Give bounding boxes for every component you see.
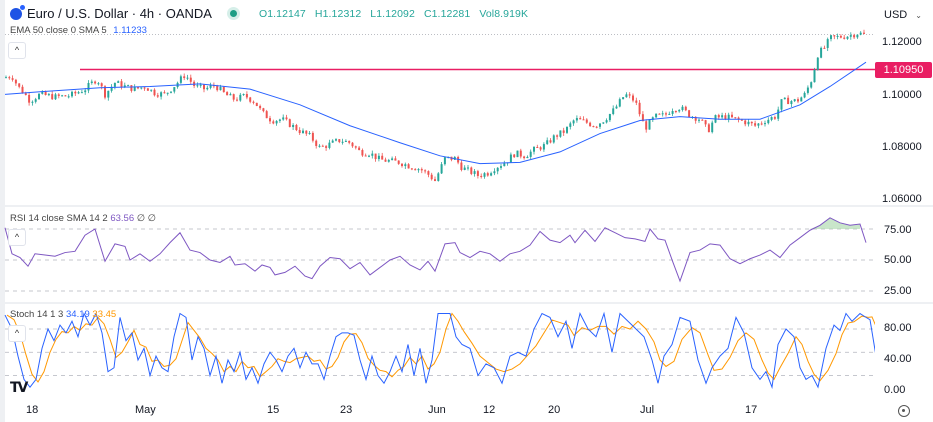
currency-selector[interactable]: USD ⌄ <box>878 5 926 25</box>
rsi-legend-label: RSI 14 close SMA 14 2 <box>10 213 108 224</box>
price-label-3: 1.08000 <box>882 141 922 153</box>
x-label-17: 17 <box>745 404 758 416</box>
rsi-label-25: 25.00 <box>884 285 912 297</box>
stoch-legend[interactable]: Stoch 14 1 3 34.19 33.45 <box>10 309 116 320</box>
collapse-stoch-button[interactable]: ^ <box>8 325 26 342</box>
x-label-18: 18 <box>26 404 39 416</box>
open-value: O1.12147 <box>258 7 306 20</box>
price-label-2: 1.10000 <box>882 89 922 101</box>
pane-divider-rsi[interactable] <box>0 205 933 207</box>
stoch-label-0: 0.00 <box>884 384 906 396</box>
volume-value: Vol8.919K <box>479 7 529 20</box>
x-label-12: 12 <box>483 404 496 416</box>
ema-legend-value: 1.11233 <box>113 25 147 36</box>
collapse-rsi-button[interactable]: ^ <box>8 229 26 246</box>
stoch-k-value: 34.19 <box>66 309 90 320</box>
symbol-title[interactable]: Euro / U.S. Dollar · 4h · OANDA <box>27 6 212 21</box>
price-label-4: 1.06000 <box>882 193 922 205</box>
chevron-down-icon: ⌄ <box>915 10 922 20</box>
left-toolbar-edge <box>0 0 5 422</box>
rsi-legend[interactable]: RSI 14 close SMA 14 2 63.56 ∅ ∅ <box>10 213 156 224</box>
stoch-d-value: 33.45 <box>92 309 117 320</box>
ema-legend-label: EMA 50 close 0 SMA 5 <box>10 25 107 36</box>
level-price-badge: 1.10950 <box>875 62 932 78</box>
x-label-15: 15 <box>267 404 280 416</box>
chevron-up-icon: ^ <box>14 45 20 55</box>
symbol-header: Euro / U.S. Dollar · 4h · OANDA O1.12147… <box>10 4 534 21</box>
rsi-value: 63.56 <box>110 213 135 224</box>
price-label-1: 1.12000 <box>882 36 922 48</box>
stoch-legend-label: Stoch 14 1 3 <box>10 309 64 320</box>
collapse-legend-button[interactable]: ^ <box>8 42 26 59</box>
high-value: H1.12312 <box>314 7 362 20</box>
pane-divider-stoch[interactable] <box>0 302 933 304</box>
rsi-label-75: 75.00 <box>884 224 912 236</box>
settings-icon[interactable] <box>898 405 910 417</box>
x-label-jun: Jun <box>428 404 446 416</box>
chevron-up-icon: ^ <box>14 232 20 242</box>
stoch-label-80: 80.00 <box>884 322 912 334</box>
x-label-jul: Jul <box>640 404 655 416</box>
stoch-label-40: 40.00 <box>884 353 912 365</box>
x-label-may: May <box>135 404 156 416</box>
currency-label: USD <box>884 9 908 21</box>
euro-flag-icon <box>10 4 25 20</box>
x-label-23: 23 <box>340 404 353 416</box>
rsi-label-50: 50.00 <box>884 254 912 266</box>
close-value: C1.12281 <box>423 7 471 20</box>
ohlc-values: O1.12147 H1.12312 L1.12092 C1.12281 Vol8… <box>259 8 534 20</box>
tradingview-logo-icon[interactable]: TV <box>10 380 28 396</box>
market-open-dot-icon <box>229 10 237 17</box>
chevron-up-icon: ^ <box>14 328 20 338</box>
low-value: L1.12092 <box>370 7 415 20</box>
x-label-20: 20 <box>548 404 561 416</box>
rsi-extra: ∅ ∅ <box>136 213 156 224</box>
ema-legend[interactable]: EMA 50 close 0 SMA 5 1.11233 <box>10 25 147 36</box>
